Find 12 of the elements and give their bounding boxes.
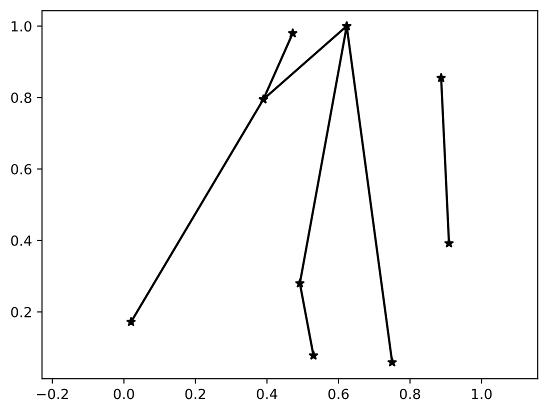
y-tick-label: 0.8 (11, 92, 32, 104)
x-tick-label: 0.2 (185, 388, 206, 400)
y-tick-label: 1.0 (12, 21, 32, 32)
x-tick-label: 0.4 (256, 388, 278, 400)
y-tick-label: 0.2 (11, 306, 31, 318)
x-tick-label: 0.6 (328, 388, 349, 400)
x-tick-label: 0.8 (400, 388, 420, 400)
x-tick-label: −0.2 (36, 388, 68, 400)
y-tick-label: 0.4 (11, 235, 32, 246)
y-tick-label: 0.6 (11, 164, 32, 174)
x-tick-label: 0.0 (114, 388, 134, 400)
x-tick-label: 1.0 (472, 388, 492, 400)
